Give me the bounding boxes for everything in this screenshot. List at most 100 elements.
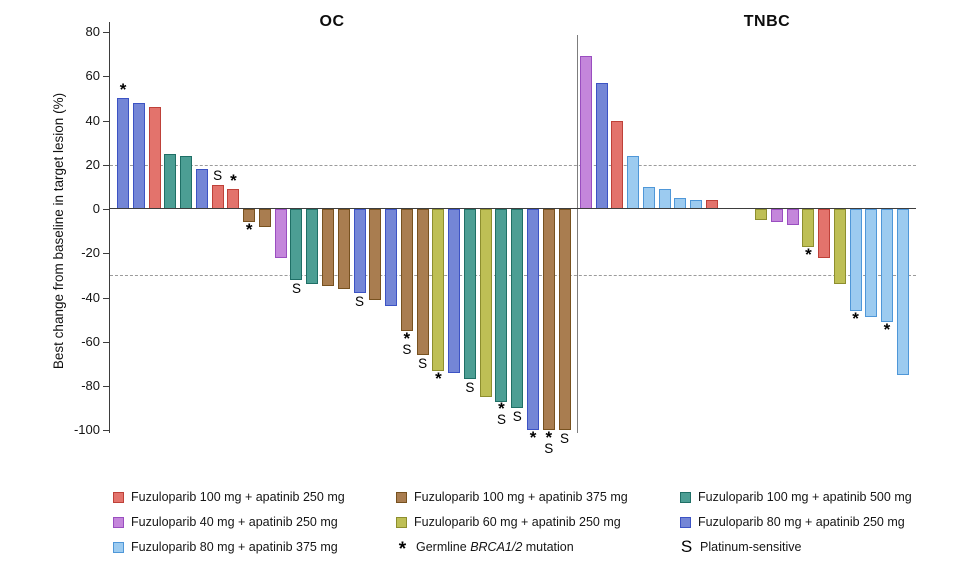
bar-oc-20 xyxy=(416,209,429,355)
bar-marks: S xyxy=(458,380,482,396)
legend-item-f80a375: Fuzuloparib 80 mg + apatinib 375 mg xyxy=(113,539,338,555)
bar-oc-9 xyxy=(243,209,256,223)
platinum-sensitive-s-mark: S xyxy=(496,412,506,428)
bar-tnbc-15 xyxy=(833,209,846,285)
bar-oc-16 xyxy=(353,209,366,294)
legend-item-f60a250: Fuzuloparib 60 mg + apatinib 250 mg xyxy=(396,514,621,530)
bar-oc-13 xyxy=(306,209,319,285)
bar-oc-18 xyxy=(385,209,398,307)
bar-oc-3 xyxy=(148,107,161,209)
bar-tnbc-16 xyxy=(849,209,862,311)
platinum-sensitive-s-mark: S xyxy=(355,294,365,310)
bar-oc-15 xyxy=(337,209,350,289)
bar-oc-19 xyxy=(400,209,413,331)
legend-label-f100a500: Fuzuloparib 100 mg + apatinib 500 mg xyxy=(698,490,912,504)
legend-item-f40a250: Fuzuloparib 40 mg + apatinib 250 mg xyxy=(113,514,338,530)
panel-title-oc: OC xyxy=(319,13,345,30)
bar-tnbc-18 xyxy=(880,209,893,322)
brca-mutation-star-mark: * xyxy=(883,319,891,339)
brca-mutation-star-mark: * xyxy=(403,328,411,348)
y-tick-label: -20 xyxy=(81,245,100,261)
bar-oc-23 xyxy=(463,209,476,380)
panel-divider xyxy=(577,35,578,433)
bar-tnbc-6 xyxy=(658,189,671,209)
bar-marks: S xyxy=(206,167,230,183)
bar-marks: S xyxy=(553,431,577,447)
bar-oc-26 xyxy=(511,209,524,409)
bar-tnbc-3 xyxy=(611,120,624,209)
bar-tnbc-17 xyxy=(865,209,878,318)
y-tick-label: 80 xyxy=(85,24,100,39)
bar-oc-14 xyxy=(322,209,334,287)
bar-marks: * xyxy=(844,310,868,327)
y-tick xyxy=(103,164,110,166)
bar-oc-27 xyxy=(527,209,540,431)
legend-label-star: Germline BRCA1/2 mutation xyxy=(416,540,574,554)
platinum-sensitive-s-mark: S xyxy=(465,380,475,396)
bar-marks: * xyxy=(521,429,545,446)
bar-oc-5 xyxy=(180,155,193,209)
bar-oc-29 xyxy=(558,209,571,431)
bar-marks: * xyxy=(796,244,820,264)
bar-tnbc-10 xyxy=(755,209,768,221)
bar-oc-17 xyxy=(369,209,382,300)
platinum-sensitive-s-mark: S xyxy=(291,280,301,296)
brca-mutation-star-mark: * xyxy=(435,368,442,388)
zero-baseline xyxy=(110,208,916,209)
bar-oc-10 xyxy=(258,209,271,227)
bar-oc-4 xyxy=(164,153,177,209)
panel-title-tnbc: TNBC xyxy=(743,13,791,30)
legend-star-symbol: * xyxy=(398,539,407,560)
legend-s-symbol: S xyxy=(680,537,693,556)
bar-marks: S xyxy=(348,294,372,310)
y-tick-label: -60 xyxy=(81,333,100,349)
legend-swatch-f80a375 xyxy=(113,541,124,553)
y-tick xyxy=(103,120,110,122)
y-tick-label: 40 xyxy=(85,112,100,128)
legend-label-f40a250: Fuzuloparib 40 mg + apatinib 250 mg xyxy=(131,515,338,529)
bar-marks: S xyxy=(411,356,435,372)
bar-oc-22 xyxy=(448,209,461,373)
legend-item-f100a500: Fuzuloparib 100 mg + apatinib 500 mg xyxy=(680,489,912,505)
bar-oc-11 xyxy=(274,209,287,258)
bar-tnbc-12 xyxy=(786,209,799,225)
brca-mutation-star-mark: * xyxy=(230,171,237,191)
bar-oc-12 xyxy=(290,209,303,280)
legend-item-f100a375: Fuzuloparib 100 mg + apatinib 375 mg xyxy=(396,489,628,505)
y-tick xyxy=(103,386,110,387)
y-tick-label: 0 xyxy=(92,201,100,216)
bar-tnbc-11 xyxy=(771,209,783,223)
bar-marks: * xyxy=(237,220,261,240)
platinum-sensitive-s-mark: S xyxy=(544,441,554,457)
brca-mutation-star-mark: * xyxy=(245,220,253,240)
y-tick-label: 60 xyxy=(85,68,100,84)
y-tick xyxy=(103,430,110,432)
legend-label-f60a250: Fuzuloparib 60 mg + apatinib 250 mg xyxy=(414,515,621,529)
bar-oc-24 xyxy=(479,209,492,398)
y-axis-line xyxy=(109,22,110,433)
y-tick xyxy=(103,341,110,343)
platinum-sensitive-s-mark: S xyxy=(418,356,428,372)
y-tick xyxy=(103,209,110,210)
bar-tnbc-14 xyxy=(818,209,831,258)
bar-oc-2 xyxy=(132,102,145,209)
bar-marks: * xyxy=(426,368,450,388)
bar-oc-25 xyxy=(495,209,508,402)
y-tick-label: -40 xyxy=(81,289,100,305)
y-tick-label: 20 xyxy=(85,156,100,172)
brca-mutation-star-mark: * xyxy=(119,80,127,100)
bar-marks: * S xyxy=(537,429,561,457)
bar-marks: S xyxy=(284,280,308,296)
y-tick xyxy=(103,253,110,255)
brca-mutation-star-mark: * xyxy=(805,244,812,264)
legend-swatch-f100a500 xyxy=(680,491,691,503)
platinum-sensitive-s-mark: S xyxy=(512,409,522,425)
platinum-sensitive-s-mark: S xyxy=(560,431,570,447)
bar-oc-7 xyxy=(211,184,224,209)
bar-marks: * xyxy=(111,80,135,100)
legend-swatch-f80a250 xyxy=(680,516,691,528)
legend-item-s: S Platinum-sensitive xyxy=(680,537,802,556)
platinum-sensitive-s-mark: S xyxy=(213,167,223,183)
legend-swatch-f60a250 xyxy=(396,516,407,528)
y-tick xyxy=(103,32,110,33)
